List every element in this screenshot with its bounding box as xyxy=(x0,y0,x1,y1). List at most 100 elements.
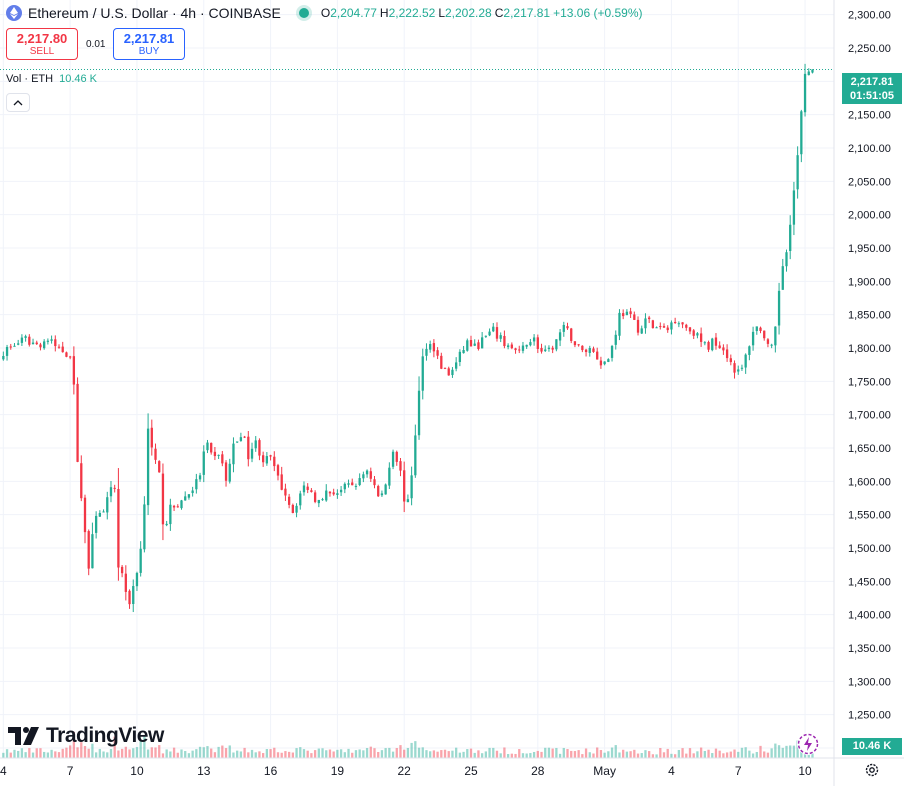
volume-legend-label: Vol · ETH xyxy=(6,73,54,85)
volume-bar xyxy=(180,749,183,758)
volume-bar xyxy=(629,751,632,758)
candle-body xyxy=(480,337,484,349)
volume-bar xyxy=(410,742,413,758)
sell-button[interactable]: 2,217.80 SELL xyxy=(6,28,78,60)
volume-bar xyxy=(284,751,287,758)
volume-bar xyxy=(751,753,755,758)
volume-bar xyxy=(458,752,462,758)
candle-body xyxy=(659,326,662,328)
candle-body xyxy=(544,349,547,351)
volume-bar xyxy=(150,747,153,758)
volume-bar xyxy=(755,751,758,758)
volume-bar xyxy=(510,753,513,758)
candle-body xyxy=(536,337,539,349)
volume-bar xyxy=(210,748,213,758)
volume-bar xyxy=(295,748,298,758)
volume-legend[interactable]: Vol · ETH 10.46 K xyxy=(6,73,97,85)
buy-button[interactable]: 2,217.81 BUY xyxy=(113,28,185,60)
candle-body xyxy=(321,499,324,501)
volume-bar xyxy=(262,753,265,758)
y-tick-label: 1,600.00 xyxy=(848,476,891,488)
candle-body xyxy=(276,465,280,476)
volume-bar xyxy=(362,750,365,758)
candle-body xyxy=(236,441,239,443)
candle-body xyxy=(399,461,402,471)
candle-body xyxy=(599,360,603,366)
volume-bar xyxy=(113,736,116,758)
candle-body xyxy=(57,346,61,348)
volume-bar xyxy=(65,747,68,758)
volume-bars xyxy=(2,731,814,758)
volume-bar xyxy=(692,753,695,758)
candle-body xyxy=(610,345,614,358)
volume-bar xyxy=(588,752,591,758)
candle-body xyxy=(195,479,198,490)
tradingview-logo[interactable]: TradingView xyxy=(8,724,164,748)
ethereum-icon xyxy=(6,5,22,21)
candle-body xyxy=(76,383,79,462)
volume-bar xyxy=(24,752,27,758)
volume-bar xyxy=(351,752,354,758)
candle-body xyxy=(354,485,358,487)
volume-bar xyxy=(432,750,436,758)
candle-body xyxy=(325,490,328,501)
gear-icon[interactable] xyxy=(864,762,880,778)
y-tick-label: 2,100.00 xyxy=(848,143,891,155)
volume-bar xyxy=(373,748,376,758)
volume-bar xyxy=(540,751,543,758)
candle-body xyxy=(343,483,346,490)
candle-body xyxy=(187,494,191,498)
market-open-dot[interactable] xyxy=(298,8,309,18)
volume-bar xyxy=(191,750,194,758)
collapse-legend-button[interactable] xyxy=(6,93,30,112)
volume-bar xyxy=(276,752,280,758)
volume-bar xyxy=(325,750,328,758)
candle-body xyxy=(811,69,814,73)
x-tick-label: 7 xyxy=(67,764,74,778)
y-tick-label: 1,400.00 xyxy=(848,610,891,622)
candle-body xyxy=(143,504,146,550)
volume-bar xyxy=(722,753,725,758)
candle-body xyxy=(570,328,573,341)
volume-bar xyxy=(287,751,291,758)
candle-body xyxy=(789,224,792,251)
candle-body xyxy=(150,427,153,448)
candle-body xyxy=(120,566,124,574)
candle-body xyxy=(417,390,421,436)
candle-body xyxy=(677,323,681,325)
y-tick-label: 2,300.00 xyxy=(848,10,891,22)
candle-body xyxy=(737,369,740,372)
x-tick-label: 28 xyxy=(531,764,545,778)
candle-body xyxy=(514,348,517,351)
candle-body xyxy=(17,343,20,345)
candle-body xyxy=(243,436,246,438)
candle-body xyxy=(24,336,27,338)
close-label: C xyxy=(494,6,504,20)
candle-body xyxy=(525,344,528,347)
volume-bar xyxy=(581,754,584,758)
y-tick-label: 1,650.00 xyxy=(848,443,891,455)
candle-body xyxy=(132,586,135,605)
y-tick-label: 1,900.00 xyxy=(848,276,891,288)
volume-bar xyxy=(499,753,502,758)
lightning-icon[interactable] xyxy=(797,733,819,755)
candle-body xyxy=(213,451,217,457)
volume-bar xyxy=(451,750,454,758)
candle-body xyxy=(20,337,24,343)
candle-body xyxy=(310,490,313,493)
volume-bar xyxy=(488,747,491,758)
volume-bar xyxy=(61,748,64,758)
volume-bar xyxy=(213,752,217,758)
candle-body xyxy=(473,343,476,346)
candle-body xyxy=(377,486,380,497)
volume-bar xyxy=(176,752,179,758)
candle-body xyxy=(87,531,90,569)
volume-bar xyxy=(640,753,643,758)
volume-bar xyxy=(217,746,220,758)
volume-bar xyxy=(670,753,673,758)
volume-bar xyxy=(124,746,127,758)
volume-bar xyxy=(343,752,346,758)
symbol-title[interactable]: Ethereum / U.S. Dollar · 4h · COINBASE xyxy=(28,5,281,21)
y-tick-label: 1,500.00 xyxy=(848,543,891,555)
